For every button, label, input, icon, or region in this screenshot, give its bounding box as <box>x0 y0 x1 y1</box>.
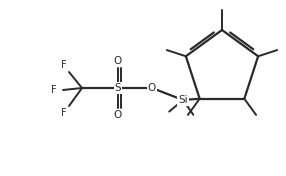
Text: F: F <box>61 108 67 118</box>
Text: O: O <box>148 83 156 93</box>
Text: S: S <box>115 83 121 93</box>
Text: F: F <box>61 60 67 70</box>
Text: O: O <box>114 56 122 66</box>
Text: Si: Si <box>178 95 188 105</box>
Text: F: F <box>51 85 57 95</box>
Text: O: O <box>114 110 122 120</box>
